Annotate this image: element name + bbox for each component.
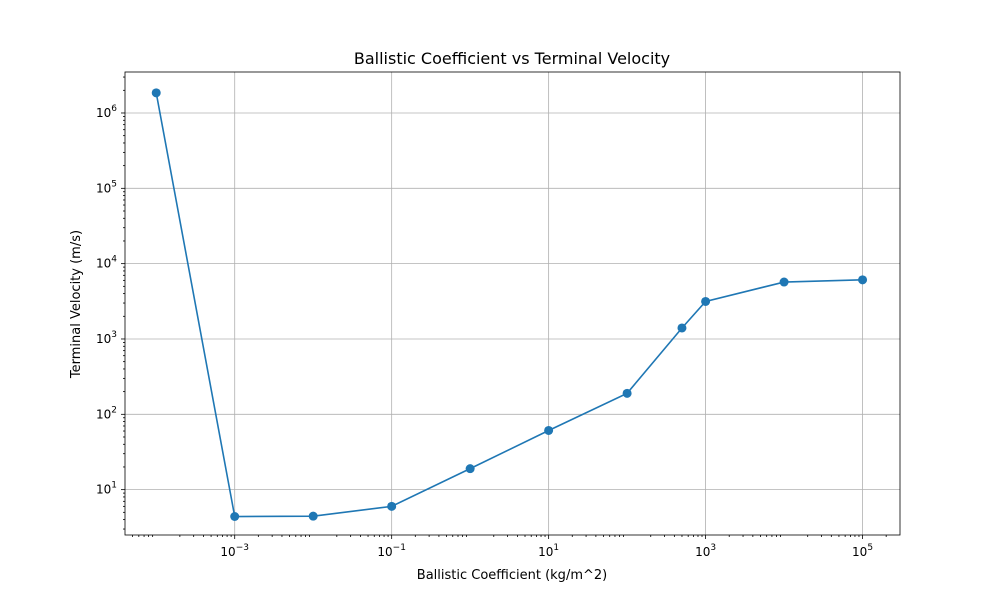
data-point [308,511,318,521]
data-point [779,277,789,287]
data-point [858,275,868,285]
axis-ticks: 10−3 10−1 101 103 105 101 102 103 104 105 106 [96,76,887,559]
series-line [155,92,863,518]
x-axis-label: Ballistic Coefficient (kg/m^2) [417,568,607,583]
grid-lines [125,72,900,535]
x-tick-label: 103 [695,543,716,559]
data-point [151,88,161,98]
x-tick-label: 101 [538,543,559,559]
data-point [230,512,240,522]
y-tick-label: 106 [96,104,117,120]
data-point [387,501,397,511]
x-tick-label: 10−1 [377,543,406,559]
data-point [544,425,554,435]
data-series [151,88,868,522]
y-axis-label: Terminal Velocity (m/s) [69,230,84,379]
data-point [465,464,475,474]
y-tick-label: 105 [96,179,117,195]
data-point [701,296,711,306]
y-tick-label: 101 [96,481,117,497]
y-tick-label: 104 [96,255,117,271]
y-tick-label: 102 [96,405,117,421]
x-tick-label: 105 [852,543,873,559]
plot-frame [124,71,901,536]
data-point [622,388,632,398]
y-tick-label: 103 [96,330,117,346]
data-point [677,323,687,333]
x-tick-label: 10−3 [220,543,249,559]
chart-title: Ballistic Coefficient vs Terminal Veloci… [354,49,670,68]
